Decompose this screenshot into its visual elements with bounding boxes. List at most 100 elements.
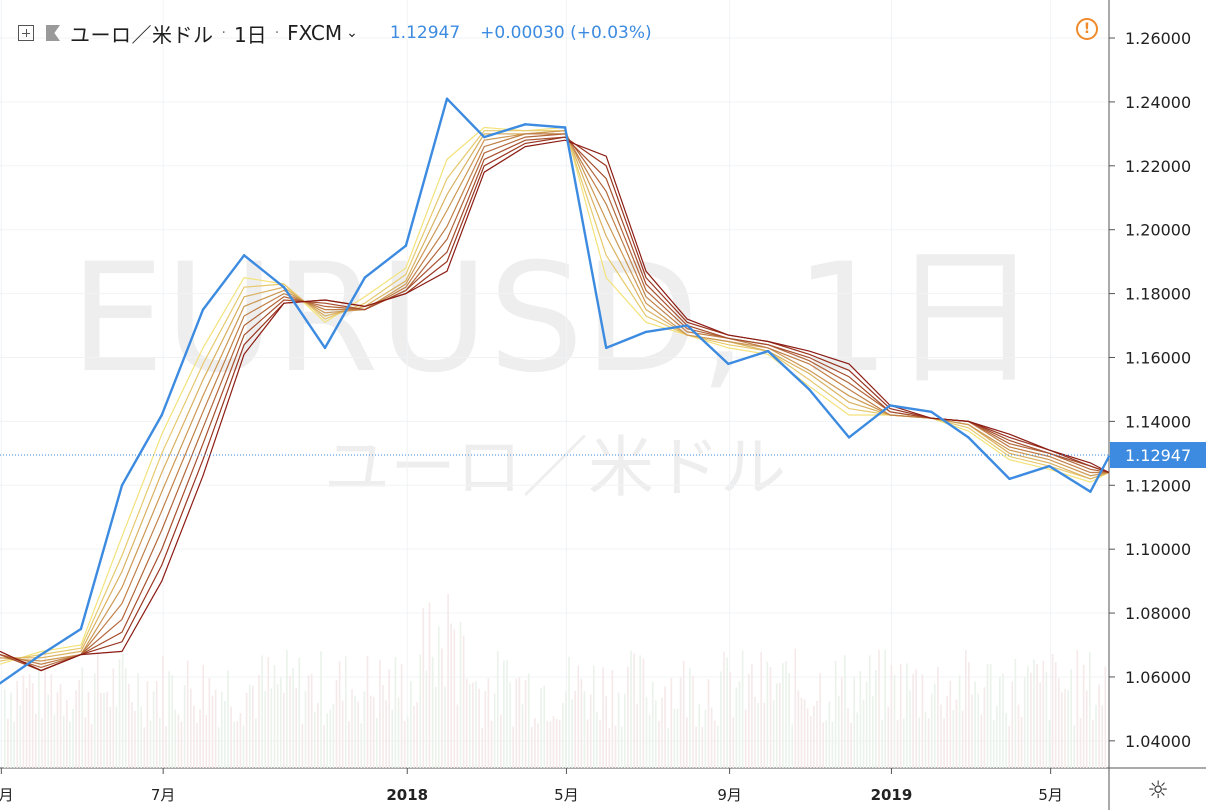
volume-bar <box>165 726 167 768</box>
y-tick-label: 1.24000 <box>1125 93 1191 112</box>
volume-bar <box>599 719 601 768</box>
volume-bar <box>614 725 617 768</box>
volume-bar <box>593 665 595 768</box>
volume-bar <box>286 650 288 768</box>
chevron-down-icon[interactable]: ⌄ <box>346 25 358 41</box>
volume-bar <box>717 725 719 768</box>
volume-bar <box>211 695 214 768</box>
volume-bar <box>775 683 778 768</box>
volume-bar <box>853 677 855 768</box>
plus-square-icon[interactable] <box>18 25 34 41</box>
volume-bar <box>769 667 772 768</box>
volume-bar <box>155 681 158 768</box>
volume-bar <box>298 657 301 768</box>
volume-bar <box>813 705 815 768</box>
volume-bar <box>465 678 468 768</box>
volume-bar <box>875 669 877 768</box>
volume-bar <box>87 691 90 768</box>
volume-bar <box>825 720 828 768</box>
volume-bar <box>1027 666 1029 768</box>
volume-bar <box>1101 705 1103 768</box>
volume-bar <box>562 703 564 768</box>
volume-bar <box>512 726 514 768</box>
price-point <box>1008 477 1011 481</box>
volume-bar <box>180 721 183 768</box>
source-label[interactable]: FXCM <box>287 21 343 45</box>
y-tick-label: 1.06000 <box>1125 668 1191 687</box>
volume-bar <box>921 674 924 768</box>
volume-bar <box>673 708 676 768</box>
volume-bar <box>13 721 15 768</box>
volume-bar <box>7 718 9 768</box>
volume-bar <box>279 677 282 768</box>
volume-bar <box>912 673 914 768</box>
volume-bar <box>329 709 332 768</box>
volume-bar <box>168 671 170 768</box>
volume-bar <box>221 691 223 768</box>
volume-bar <box>447 593 449 768</box>
volume-bar <box>1073 725 1076 768</box>
volume-bar <box>456 704 459 768</box>
volume-bar <box>1023 676 1026 768</box>
volume-bar <box>1030 672 1032 768</box>
volume-bar <box>224 700 226 768</box>
volume-bar <box>462 635 465 768</box>
price-point <box>120 484 124 487</box>
volume-bar <box>645 697 648 768</box>
last-price: 1.12947 <box>389 23 461 43</box>
volume-bar <box>369 695 372 768</box>
warning-icon[interactable]: ! <box>1076 18 1098 40</box>
volume-bar <box>940 704 942 768</box>
volume-bar <box>810 716 812 768</box>
volume-bar <box>472 682 474 768</box>
volume-bar <box>701 726 704 768</box>
volume-bar <box>546 720 549 768</box>
x-tick-label: 5月 <box>554 786 579 804</box>
volume-bar <box>248 684 251 768</box>
x-tick-label: 9月 <box>717 786 742 804</box>
volume-bar <box>577 665 580 768</box>
volume-bar <box>819 673 821 768</box>
gear-icon[interactable]: ☼ <box>1147 776 1169 804</box>
volume-bar <box>469 683 471 768</box>
timeframe-label[interactable]: 1日 <box>233 22 267 47</box>
volume-bar <box>196 722 198 768</box>
price-point <box>605 346 608 350</box>
volume-bar <box>360 723 363 768</box>
price-point <box>483 135 486 139</box>
volume-bar <box>527 673 530 768</box>
volume-bar <box>403 721 406 768</box>
volume-bar <box>171 675 173 768</box>
volume-bar <box>937 666 939 768</box>
volume-bar <box>128 683 130 768</box>
volume-bar <box>1064 688 1066 768</box>
volume-bar <box>580 678 583 768</box>
volume-bar <box>648 714 651 768</box>
volume-bar <box>658 720 660 768</box>
volume-bar <box>97 651 99 768</box>
volume-bar <box>1008 726 1010 768</box>
volume-bar <box>1079 718 1082 768</box>
volume-bar <box>1033 659 1035 768</box>
volume-bar <box>295 687 297 768</box>
price-point <box>1048 464 1051 468</box>
volume-bar <box>884 649 886 768</box>
price-point <box>563 126 567 129</box>
volume-bar <box>639 655 642 768</box>
volume-bar <box>729 671 731 768</box>
volume-bar <box>255 718 257 768</box>
volume-bar <box>152 691 155 768</box>
volume-bar <box>1054 662 1057 768</box>
volume-bar <box>834 660 837 768</box>
volume-bar <box>493 693 496 768</box>
watermark-name: ユーロ／米ドル <box>324 429 786 506</box>
volume-bar <box>534 718 536 768</box>
symbol-title[interactable]: ユーロ／米ドル <box>70 22 214 47</box>
volume-bar <box>72 708 74 768</box>
volume-bar <box>906 663 908 768</box>
price-point <box>282 286 286 289</box>
volume-bar <box>664 686 666 768</box>
volume-bar <box>227 670 229 768</box>
volume-bar <box>565 691 567 768</box>
